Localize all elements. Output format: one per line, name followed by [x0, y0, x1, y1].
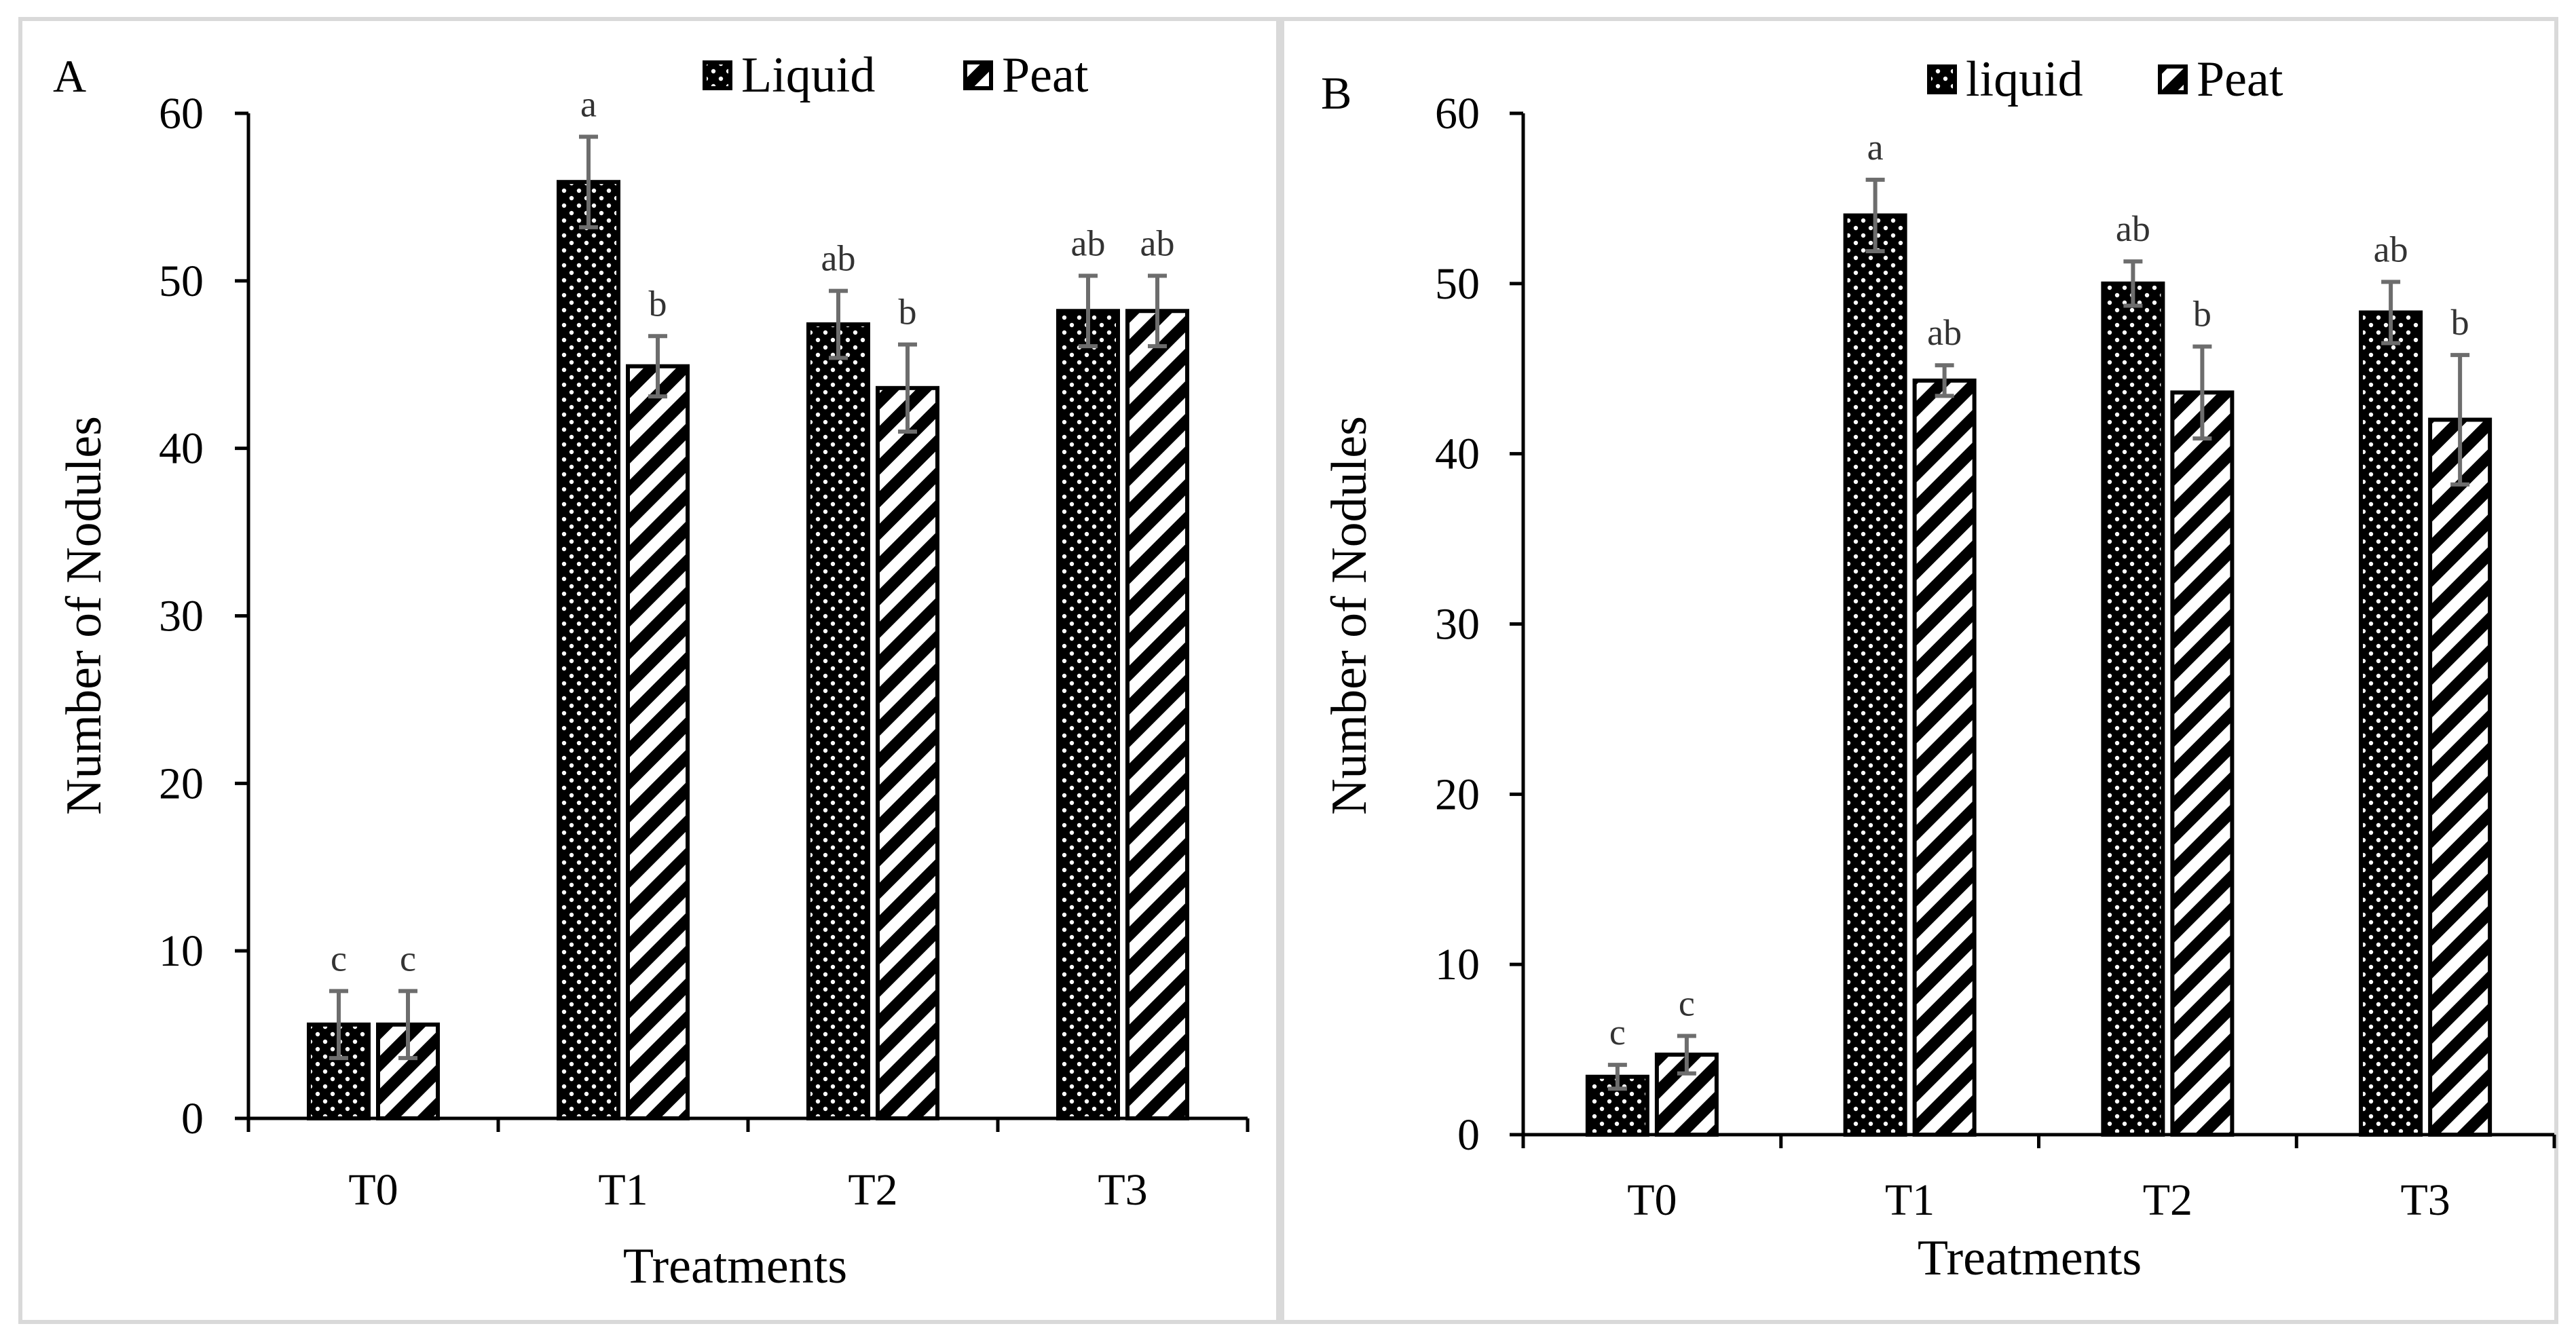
significance-label: b	[2193, 294, 2211, 335]
significance-label: a	[580, 84, 597, 125]
bar-peat	[876, 385, 939, 1120]
y-tick-label: 20	[1435, 770, 1480, 819]
x-tick-label: T1	[1885, 1175, 1935, 1225]
y-tick-label: 30	[159, 592, 204, 641]
panel-b-label: B	[1321, 67, 1351, 119]
panel-a-frame	[18, 17, 1280, 1324]
y-tick-label: 30	[1435, 600, 1480, 649]
significance-label: ab	[2374, 229, 2408, 269]
significance-label: ab	[821, 238, 856, 279]
panel-a-legend: Liquid Peat	[703, 48, 1089, 103]
panel-b-x-axis-title: Treatments	[1918, 1230, 2142, 1286]
legend-label-peat: Peat	[1002, 48, 1089, 103]
significance-label: c	[1679, 983, 1695, 1024]
panel-a-y-axis-title: Number of Nodules	[56, 416, 112, 815]
legend-label-liquid: Liquid	[741, 48, 875, 103]
panel-a-y-ticks: 0 10 20 30 40 50 60	[159, 89, 248, 1143]
legend-swatch-peat	[2158, 64, 2188, 94]
significance-label: b	[649, 283, 667, 324]
x-tick-label: T2	[848, 1165, 897, 1215]
y-tick-label: 10	[1435, 940, 1480, 989]
panel-b-y-ticks: 0 10 20 30 40 50 60	[1435, 89, 1523, 1160]
significance-label: c	[400, 938, 416, 979]
significance-label: a	[1867, 127, 1884, 168]
x-tick-label: T0	[1627, 1175, 1677, 1225]
bar-liquid	[2101, 281, 2165, 1137]
panel-b-legend: liquid Peat	[1927, 52, 2283, 107]
bar-liquid	[1056, 309, 1120, 1121]
significance-label: c	[331, 938, 347, 979]
legend-label-liquid: liquid	[1966, 52, 2083, 107]
y-tick-label: 0	[1457, 1110, 1480, 1160]
y-tick-label: 50	[1435, 259, 1480, 309]
bar-peat	[2428, 417, 2493, 1137]
y-tick-label: 60	[159, 89, 204, 138]
chart-panel-b: B 0 10 20 30 40 50 60 T0 T1 T2 T3 c c a ab ab b ab b liq…	[1280, 17, 2558, 1324]
panel-b-y-axis-title: Number of Nodules	[1322, 416, 1377, 815]
x-tick-label: T1	[598, 1165, 648, 1215]
panel-a-label: A	[53, 50, 86, 102]
bar-peat	[626, 364, 690, 1120]
legend-swatch-peat	[963, 60, 993, 90]
y-tick-label: 20	[159, 759, 204, 808]
significance-label: ab	[1140, 223, 1175, 263]
y-tick-label: 60	[1435, 89, 1480, 138]
panel-b-frame	[1280, 17, 2558, 1324]
bar-liquid	[1843, 213, 1907, 1137]
bar-peat	[376, 1022, 440, 1120]
panel-b-x-ticks: T0 T1 T2 T3	[1521, 1135, 2556, 1225]
x-tick-label: T3	[1098, 1165, 1147, 1215]
x-tick-label: T2	[2143, 1175, 2192, 1225]
y-tick-label: 40	[1435, 430, 1480, 479]
panel-b-bars: c c a ab ab b ab b	[1585, 127, 2493, 1137]
bar-peat	[1125, 309, 1189, 1121]
significance-label: ab	[1071, 223, 1106, 263]
legend-label-peat: Peat	[2197, 52, 2283, 107]
bar-liquid	[2359, 310, 2423, 1137]
bar-peat	[1912, 378, 1977, 1137]
bar-liquid	[806, 322, 870, 1120]
x-tick-label: T0	[348, 1165, 398, 1215]
panel-a-x-ticks: T0 T1 T2 T3	[246, 1118, 1250, 1215]
panel-a-x-axis-title: Treatments	[623, 1238, 847, 1294]
y-tick-label: 10	[159, 926, 204, 976]
bar-peat	[2170, 390, 2235, 1137]
y-tick-label: 40	[159, 424, 204, 474]
significance-label: b	[899, 292, 917, 333]
bar-liquid	[557, 180, 620, 1120]
significance-label: c	[1609, 1012, 1626, 1053]
significance-label: b	[2451, 302, 2469, 343]
legend-swatch-liquid	[1927, 64, 1957, 94]
significance-label: ab	[2116, 208, 2150, 249]
legend-swatch-liquid	[703, 60, 732, 90]
significance-label: ab	[1927, 312, 1962, 353]
y-tick-label: 50	[159, 257, 204, 306]
x-tick-label: T3	[2400, 1175, 2450, 1225]
y-tick-label: 0	[181, 1094, 204, 1143]
